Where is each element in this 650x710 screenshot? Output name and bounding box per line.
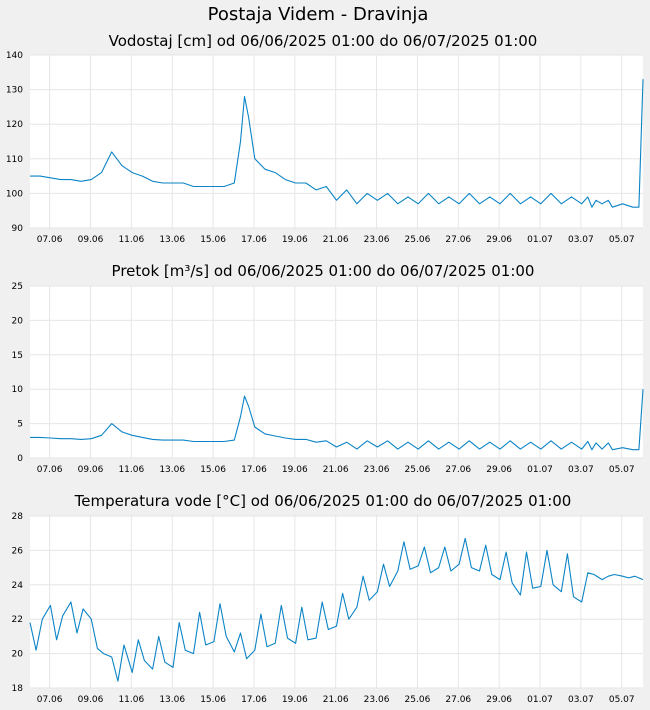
chart-panel-2: Pretok [m³/s] od 06/06/2025 01:00 do 06/… bbox=[12, 262, 644, 475]
y-tick-label: 28 bbox=[12, 512, 24, 522]
series-line bbox=[29, 537, 644, 682]
plot-area bbox=[30, 286, 643, 458]
x-tick-label: 07.06 bbox=[37, 695, 63, 705]
plot-area bbox=[30, 516, 643, 688]
x-tick-label: 13.06 bbox=[159, 465, 185, 475]
x-tick-label: 09.06 bbox=[78, 695, 104, 705]
y-tick-label: 130 bbox=[6, 86, 23, 96]
x-tick-label: 05.07 bbox=[609, 695, 635, 705]
plot-area bbox=[30, 55, 643, 228]
x-tick-label: 09.06 bbox=[78, 235, 104, 245]
x-tick-label: 03.07 bbox=[568, 695, 594, 705]
chart-title: Vodostaj [cm] od 06/06/2025 01:00 do 06/… bbox=[109, 32, 538, 50]
x-tick-label: 17.06 bbox=[241, 235, 267, 245]
x-tick-label: 15.06 bbox=[200, 235, 226, 245]
x-tick-label: 11.06 bbox=[118, 235, 144, 245]
x-tick-label: 07.06 bbox=[37, 465, 63, 475]
x-tick-label: 27.06 bbox=[445, 465, 471, 475]
x-tick-label: 25.06 bbox=[405, 695, 431, 705]
y-tick-label: 20 bbox=[12, 650, 24, 660]
y-tick-label: 10 bbox=[12, 385, 24, 395]
x-tick-label: 29.06 bbox=[486, 235, 512, 245]
chart-panel-3: Temperatura vode [°C] od 06/06/2025 01:0… bbox=[12, 492, 644, 705]
series-line bbox=[30, 389, 644, 451]
chart-title: Pretok [m³/s] od 06/06/2025 01:00 do 06/… bbox=[112, 262, 535, 280]
x-tick-label: 07.06 bbox=[37, 235, 63, 245]
chart-title: Temperatura vode [°C] od 06/06/2025 01:0… bbox=[74, 492, 572, 510]
y-tick-label: 5 bbox=[17, 420, 23, 430]
x-tick-label: 05.07 bbox=[609, 465, 635, 475]
x-tick-label: 15.06 bbox=[200, 695, 226, 705]
x-tick-label: 29.06 bbox=[486, 465, 512, 475]
x-tick-label: 23.06 bbox=[364, 465, 390, 475]
x-tick-label: 27.06 bbox=[445, 235, 471, 245]
x-tick-label: 19.06 bbox=[282, 695, 308, 705]
x-tick-label: 17.06 bbox=[241, 465, 267, 475]
y-tick-label: 90 bbox=[12, 224, 24, 234]
chart-panel-1: Vodostaj [cm] od 06/06/2025 01:00 do 06/… bbox=[6, 32, 644, 245]
x-tick-label: 23.06 bbox=[364, 235, 390, 245]
x-tick-label: 21.06 bbox=[323, 235, 349, 245]
x-tick-label: 23.06 bbox=[364, 695, 390, 705]
y-tick-label: 110 bbox=[6, 155, 23, 165]
series-line bbox=[30, 79, 644, 208]
x-tick-label: 09.06 bbox=[78, 465, 104, 475]
y-tick-label: 25 bbox=[12, 282, 23, 292]
x-tick-label: 19.06 bbox=[282, 465, 308, 475]
y-tick-label: 0 bbox=[17, 454, 23, 464]
x-tick-label: 21.06 bbox=[323, 695, 349, 705]
page-title: Postaja Videm - Dravinja bbox=[208, 4, 429, 25]
x-tick-label: 15.06 bbox=[200, 465, 226, 475]
x-tick-label: 01.07 bbox=[527, 465, 553, 475]
x-tick-label: 17.06 bbox=[241, 695, 267, 705]
y-tick-label: 26 bbox=[12, 546, 24, 556]
x-tick-label: 27.06 bbox=[445, 695, 471, 705]
x-tick-label: 25.06 bbox=[405, 465, 431, 475]
x-tick-label: 13.06 bbox=[159, 695, 185, 705]
x-tick-label: 01.07 bbox=[527, 695, 553, 705]
x-tick-label: 05.07 bbox=[609, 235, 635, 245]
y-tick-label: 18 bbox=[12, 684, 24, 694]
x-tick-label: 21.06 bbox=[323, 465, 349, 475]
x-tick-label: 29.06 bbox=[486, 695, 512, 705]
y-tick-label: 120 bbox=[6, 120, 23, 130]
x-tick-label: 25.06 bbox=[405, 235, 431, 245]
x-tick-label: 13.06 bbox=[159, 235, 185, 245]
x-tick-label: 03.07 bbox=[568, 465, 594, 475]
y-tick-label: 20 bbox=[12, 316, 24, 326]
y-tick-label: 100 bbox=[6, 189, 23, 199]
y-tick-label: 24 bbox=[12, 581, 24, 591]
x-tick-label: 19.06 bbox=[282, 235, 308, 245]
x-tick-label: 03.07 bbox=[568, 235, 594, 245]
y-tick-label: 15 bbox=[12, 351, 23, 361]
y-tick-label: 22 bbox=[12, 615, 23, 625]
y-tick-label: 140 bbox=[6, 51, 23, 61]
x-tick-label: 01.07 bbox=[527, 235, 553, 245]
x-tick-label: 11.06 bbox=[118, 465, 144, 475]
x-tick-label: 11.06 bbox=[118, 695, 144, 705]
